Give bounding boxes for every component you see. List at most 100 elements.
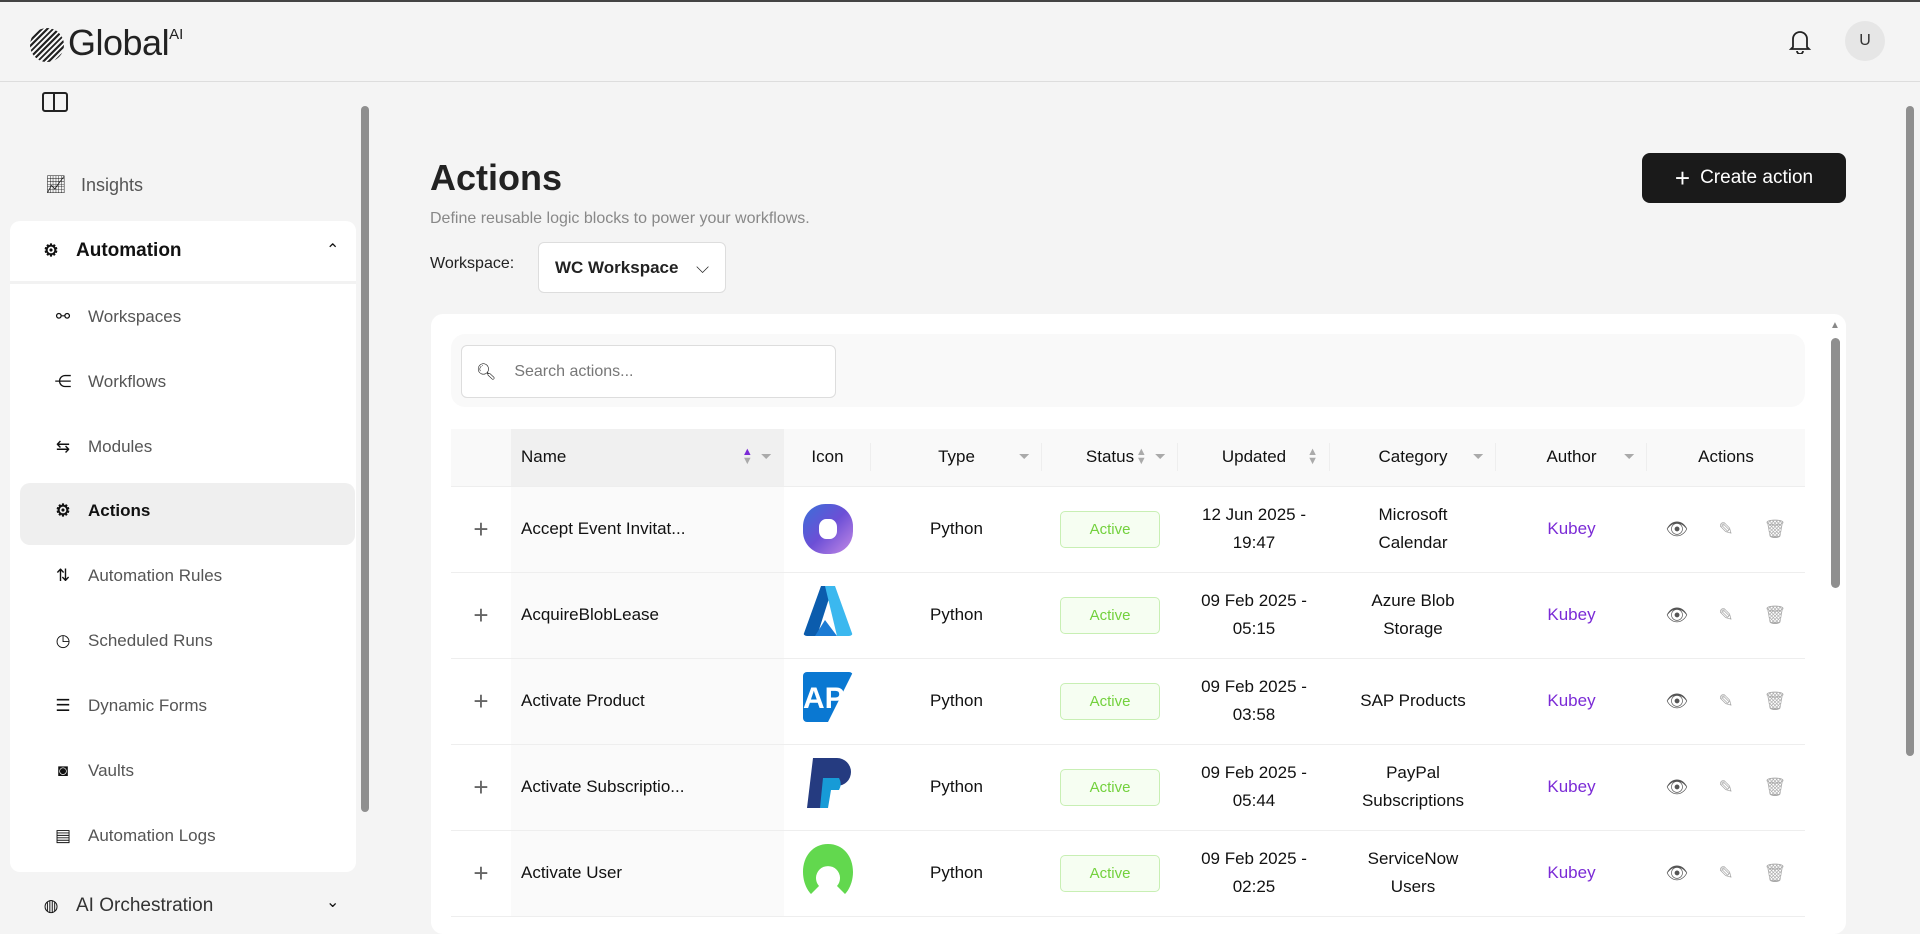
workspace-label: Workspace: (430, 255, 515, 272)
scroll-up-arrow-icon[interactable]: ▲ (1830, 320, 1840, 331)
sort-icon[interactable]: ▲ ▼ (1135, 446, 1147, 467)
expand-row-button[interactable]: + (451, 658, 511, 745)
column-label: Icon (811, 447, 844, 467)
logo-sup: AI (169, 26, 184, 43)
edit-icon[interactable]: ✎ (1718, 777, 1734, 797)
sidebar-item-label: Scheduled Runs (88, 631, 213, 650)
notification-bell-icon[interactable] (1788, 28, 1812, 54)
global-ai-logo[interactable]: Global AI (30, 22, 183, 64)
column-header-actions: Actions (1647, 429, 1805, 487)
column-header-author[interactable]: Author ⏷ (1496, 429, 1647, 487)
delete-trash-icon[interactable]: 🗑︎ (1763, 605, 1787, 625)
view-eye-icon[interactable]: 👁︎ (1665, 777, 1689, 797)
sidebar-item-workflows[interactable]: ⋲ Workflows (52, 371, 167, 393)
workspace-select[interactable]: WC Workspace ⌵ (538, 242, 726, 293)
author-link[interactable]: Kubey (1496, 658, 1647, 745)
status-badge: Active (1060, 854, 1160, 892)
sidebar-item-insights[interactable]: 📈︎ Insights (45, 174, 143, 196)
sidebar-item-label: Vaults (88, 761, 134, 780)
delete-trash-icon[interactable]: 🗑︎ (1763, 863, 1787, 883)
sidebar-item-automation-rules[interactable]: ⇅ Automation Rules (52, 565, 222, 587)
edit-icon[interactable]: ✎ (1718, 691, 1734, 711)
page-title: Actions (430, 157, 563, 198)
expand-row-button[interactable]: + (451, 830, 511, 917)
sort-icon[interactable]: ▲ ▼ (741, 446, 753, 467)
sort-icon[interactable]: ▲ ▼ (1307, 446, 1318, 467)
edit-icon[interactable]: ✎ (1718, 519, 1734, 539)
status-cell: Active (1042, 744, 1178, 831)
sidebar-toggle-icon[interactable] (42, 92, 68, 112)
table-row[interactable]: + AcquireBlobLease Python Active 09 Feb … (451, 572, 1805, 659)
status-cell: Active (1042, 572, 1178, 659)
filter-icon[interactable]: ⏷ (760, 448, 772, 464)
sidebar-item-automation[interactable]: ⚙ Automation (40, 240, 181, 262)
filter-icon[interactable]: ⏷ (1154, 448, 1166, 464)
sidebar-item-workspaces[interactable]: ⚯ Workspaces (52, 306, 181, 328)
action-name[interactable]: AcquireBlobLease (511, 572, 784, 659)
page-subtitle: Define reusable logic blocks to power yo… (430, 210, 810, 227)
author-link[interactable]: Kubey (1496, 486, 1647, 573)
filter-icon[interactable]: ⏷ (1018, 448, 1030, 464)
sidebar-item-ai-orchestration[interactable]: ◍ AI Orchestration (40, 895, 214, 917)
sidebar-item-automation-logs[interactable]: ▤ Automation Logs (52, 825, 216, 847)
column-header-name[interactable]: Name ▲ ▼ ⏷ (511, 429, 784, 487)
action-name[interactable]: Activate Subscriptio... (511, 744, 784, 831)
action-name[interactable]: Accept Event Invitat... (511, 486, 784, 573)
sidebar-item-scheduled-runs[interactable]: ◷ Scheduled Runs (52, 630, 213, 652)
view-eye-icon[interactable]: 👁︎ (1665, 691, 1689, 711)
table-row[interactable]: + Activate Subscriptio... Python Active … (451, 744, 1805, 831)
action-name[interactable]: Activate User (511, 830, 784, 917)
expand-row-button[interactable]: + (451, 572, 511, 659)
column-label: Name (521, 447, 567, 467)
updated-cell: 09 Feb 2025 - 03:58 (1178, 658, 1330, 745)
workspace-value: WC Workspace (555, 257, 679, 277)
expand-row-button[interactable]: + (451, 486, 511, 573)
view-eye-icon[interactable]: 👁︎ (1665, 863, 1689, 883)
author-link[interactable]: Kubey (1496, 830, 1647, 917)
filter-icon[interactable]: ⏷ (1472, 448, 1484, 464)
sidebar-scrollbar-thumb[interactable] (361, 106, 369, 812)
view-eye-icon[interactable]: 👁︎ (1665, 519, 1689, 539)
page-scrollbar-thumb[interactable] (1906, 106, 1914, 756)
edit-icon[interactable]: ✎ (1718, 605, 1734, 625)
plus-icon: + (1674, 162, 1691, 193)
table-row[interactable]: + Activate User Python Active 09 Feb 202… (451, 830, 1805, 917)
delete-trash-icon[interactable]: 🗑︎ (1763, 519, 1787, 539)
create-action-button[interactable]: + Create action (1642, 153, 1846, 203)
sidebar-item-actions[interactable]: ⚙ Actions (52, 500, 150, 522)
column-header-updated[interactable]: Updated ▲ ▼ (1178, 429, 1330, 487)
category-line: Microsoft (1378, 505, 1448, 524)
gears-icon: ⚙ (43, 241, 59, 260)
column-label: Status (1085, 447, 1135, 467)
sidebar-item-label: Actions (88, 501, 151, 520)
column-header-category[interactable]: Category ⏷ (1330, 429, 1496, 487)
updated-date: 09 Feb 2025 - (1201, 591, 1307, 610)
sidebar-item-vaults[interactable]: ◙ Vaults (52, 760, 134, 782)
author-link[interactable]: Kubey (1496, 572, 1647, 659)
user-avatar[interactable]: U (1845, 21, 1885, 61)
filter-icon[interactable]: ⏷ (1623, 448, 1635, 464)
sidebar-item-label: Dynamic Forms (88, 696, 208, 715)
status-badge: Active (1060, 768, 1160, 806)
table-row[interactable]: + Activate Product AP Python Active 09 F… (451, 658, 1805, 745)
microsoft-copilot-logo (784, 486, 871, 573)
chevron-up-icon[interactable]: ⌃ (326, 242, 340, 259)
expand-row-button[interactable]: + (451, 744, 511, 831)
action-name[interactable]: Activate Product (511, 658, 784, 745)
author-link[interactable]: Kubey (1496, 744, 1647, 831)
sidebar-item-dynamic-forms[interactable]: ☰ Dynamic Forms (52, 695, 207, 717)
automation-group-header[interactable] (10, 221, 356, 284)
sidebar-item-label: Workflows (88, 372, 167, 391)
table-scrollbar-thumb[interactable] (1831, 338, 1840, 588)
view-eye-icon[interactable]: 👁︎ (1665, 605, 1689, 625)
column-header-type[interactable]: Type ⏷ (871, 429, 1042, 487)
search-input[interactable]: 🔍︎ Search actions... (461, 345, 836, 398)
delete-trash-icon[interactable]: 🗑︎ (1763, 691, 1787, 711)
sidebar-item-modules[interactable]: ⇆ Modules (52, 436, 152, 458)
category-line: Users (1390, 877, 1436, 896)
chevron-down-icon[interactable]: ⌄ (326, 894, 340, 911)
edit-icon[interactable]: ✎ (1718, 863, 1734, 883)
table-row[interactable]: + Accept Event Invitat... Python Active … (451, 486, 1805, 573)
column-header-status[interactable]: Status ▲ ▼ ⏷ (1042, 429, 1178, 487)
delete-trash-icon[interactable]: 🗑︎ (1763, 777, 1787, 797)
